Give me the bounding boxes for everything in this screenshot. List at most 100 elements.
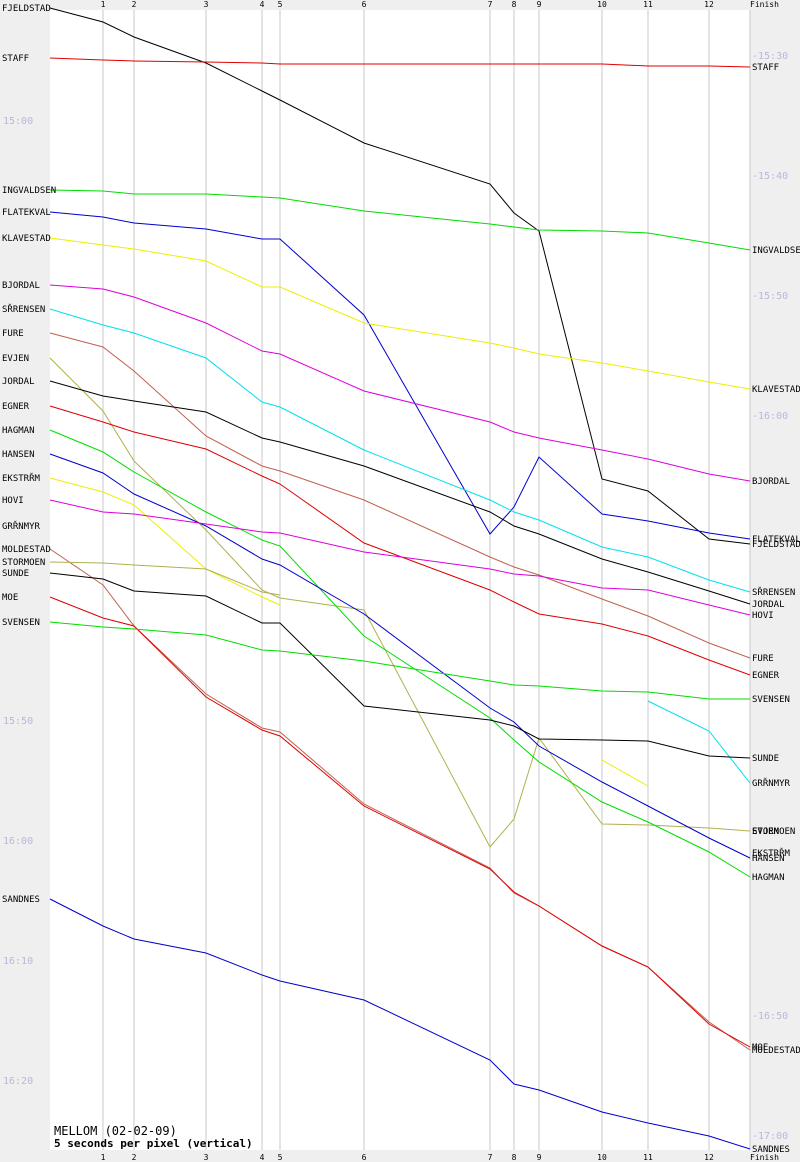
tick-label-top-6: 6	[362, 0, 367, 9]
series-end-label-stormoen: STORMOEN	[752, 827, 795, 837]
time-label-left: 16:20	[3, 1076, 33, 1087]
series-start-label-fjeldstad: FJELDSTAD	[2, 4, 51, 14]
chart-subtitle: 5 seconds per pixel (vertical)	[54, 1137, 253, 1150]
tick-label-top-7: 7	[488, 0, 493, 9]
series-start-label-sandnes: SANDNES	[2, 895, 40, 905]
series-start-label-hovi: HOVI	[2, 496, 24, 506]
tick-label-top-3: 3	[204, 0, 209, 9]
time-label-left: 15:00	[3, 116, 33, 127]
series-start-label-jordal: JORDAL	[2, 377, 35, 387]
series-end-label-hansen: HANSEN	[752, 854, 785, 864]
series-end-label-gr-nmyr: GRŘNMYR	[752, 777, 791, 789]
series-end-label-hagman: HAGMAN	[752, 873, 785, 883]
series-end-label-ingvaldsen: INGVALDSEN	[752, 246, 800, 256]
time-label-right: -15:40	[752, 171, 788, 182]
series-line-ekstr-m	[601, 759, 649, 787]
series-line-egner	[49, 405, 751, 676]
series-line-hovi	[49, 499, 751, 616]
tick-label-top-11: 11	[643, 0, 653, 9]
series-start-label-klavestad: KLAVESTAD	[2, 234, 51, 244]
series-line-hansen	[49, 453, 751, 859]
series-start-label-gr-nmyr: GRŘNMYR	[2, 520, 41, 532]
series-line-sunde	[49, 572, 751, 759]
series-end-label-staff: STAFF	[752, 63, 779, 73]
chart-title: MELLOM (02-02-09)	[54, 1124, 177, 1138]
series-line-jordal	[49, 380, 751, 605]
series-end-label-fure: FURE	[752, 654, 774, 664]
series-line-hagman	[49, 429, 751, 878]
tick-label-bottom-7: 7	[488, 1153, 493, 1162]
tick-label-top-9: 9	[537, 0, 542, 9]
tick-label-top-10: 10	[597, 0, 607, 9]
series-line-bjordal	[49, 284, 751, 482]
tick-label-bottom-12: 12	[704, 1153, 714, 1162]
series-end-label-jordal: JORDAL	[752, 600, 785, 610]
series-end-label-klavestad: KLAVESTAD	[752, 385, 800, 395]
series-line-sandnes	[49, 898, 751, 1150]
series-start-label-svensen: SVENSEN	[2, 618, 40, 628]
series-end-label-s-rensen: SŘRENSEN	[752, 586, 795, 598]
series-line-moe	[49, 596, 751, 1048]
plot-background	[50, 10, 750, 1150]
series-line-ingvaldsen	[49, 189, 751, 251]
series-start-label-sunde: SUNDE	[2, 569, 29, 579]
series-start-label-s-rensen: SŘRENSEN	[2, 303, 45, 315]
time-label-left: 15:50	[3, 716, 33, 727]
series-line-svensen	[49, 621, 750, 700]
tick-label-top-Finish: Finish	[750, 0, 779, 9]
series-start-label-ingvaldsen: INGVALDSEN	[2, 186, 56, 196]
series-start-label-moldestad: MOLDESTAD	[2, 545, 51, 555]
series-end-label-hovi: HOVI	[752, 611, 774, 621]
tick-label-bottom-6: 6	[362, 1153, 367, 1162]
gridlines	[102, 10, 751, 1150]
time-label-left: 16:00	[3, 836, 33, 847]
tick-label-bottom-8: 8	[512, 1153, 517, 1162]
tick-label-top-1: 1	[101, 0, 106, 9]
runner-labels: FJELDSTAD FJELDSTAD STAFF STAFF INGVALDSEN IN…	[2, 4, 800, 1155]
series-start-label-stormoen: STORMOEN	[2, 558, 45, 568]
series-end-label-svensen: SVENSEN	[752, 695, 790, 705]
tick-label-top-5: 5	[278, 0, 283, 9]
series-end-label-fjeldstad: FJELDSTAD	[752, 540, 800, 550]
time-label-right: -15:50	[752, 291, 788, 302]
tick-label-bottom-2: 2	[132, 1153, 137, 1162]
series-lines	[49, 7, 751, 1150]
checkpoint-ticks: 112233445566778899101011111212FinishFini…	[101, 0, 779, 1162]
series-start-label-staff: STAFF	[2, 54, 29, 64]
tick-label-top-8: 8	[512, 0, 517, 9]
series-end-label-ekstr-m: EKSTRŘM	[752, 847, 791, 859]
series-line-ekstr-m	[49, 477, 281, 606]
series-line-evjen	[49, 357, 751, 848]
series-end-label-bjordal: BJORDAL	[752, 477, 790, 487]
series-start-label-egner: EGNER	[2, 402, 30, 412]
tick-label-bottom-5: 5	[278, 1153, 283, 1162]
series-line-fure	[49, 332, 751, 659]
series-line-gr-nmyr	[647, 700, 751, 784]
series-start-label-flatekval: FLATEKVAL	[2, 208, 51, 218]
series-end-label-egner: EGNER	[752, 671, 780, 681]
tick-label-bottom-1: 1	[101, 1153, 106, 1162]
tick-label-bottom-10: 10	[597, 1153, 607, 1162]
time-label-left: 16:10	[3, 956, 33, 967]
tick-label-top-12: 12	[704, 0, 714, 9]
series-line-s-rensen	[49, 308, 751, 593]
series-start-label-evjen: EVJEN	[2, 354, 29, 364]
tick-label-top-2: 2	[132, 0, 137, 9]
series-start-label-bjordal: BJORDAL	[2, 281, 40, 291]
series-end-label-evjen: EVJEN	[752, 827, 779, 837]
time-label-right: -16:00	[752, 411, 788, 422]
tick-label-bottom-9: 9	[537, 1153, 542, 1162]
series-line-flatekval	[49, 211, 751, 540]
series-end-label-sunde: SUNDE	[752, 754, 779, 764]
tick-label-bottom-4: 4	[260, 1153, 265, 1162]
series-line-fjeldstad	[49, 7, 751, 545]
series-start-label-ekstr-m: EKSTRŘM	[2, 472, 41, 484]
series-line-stormoen	[49, 561, 281, 596]
tick-label-bottom-Finish: Finish	[750, 1153, 779, 1162]
series-end-label-moe: MOE	[752, 1043, 768, 1053]
series-line-staff	[49, 57, 751, 68]
tick-label-bottom-3: 3	[204, 1153, 209, 1162]
time-labels: 15:00 15:50 16:00 16:10 16:20 -15:30 -15:40 -15…	[3, 51, 788, 1142]
time-label-right: -16:50	[752, 1011, 788, 1022]
